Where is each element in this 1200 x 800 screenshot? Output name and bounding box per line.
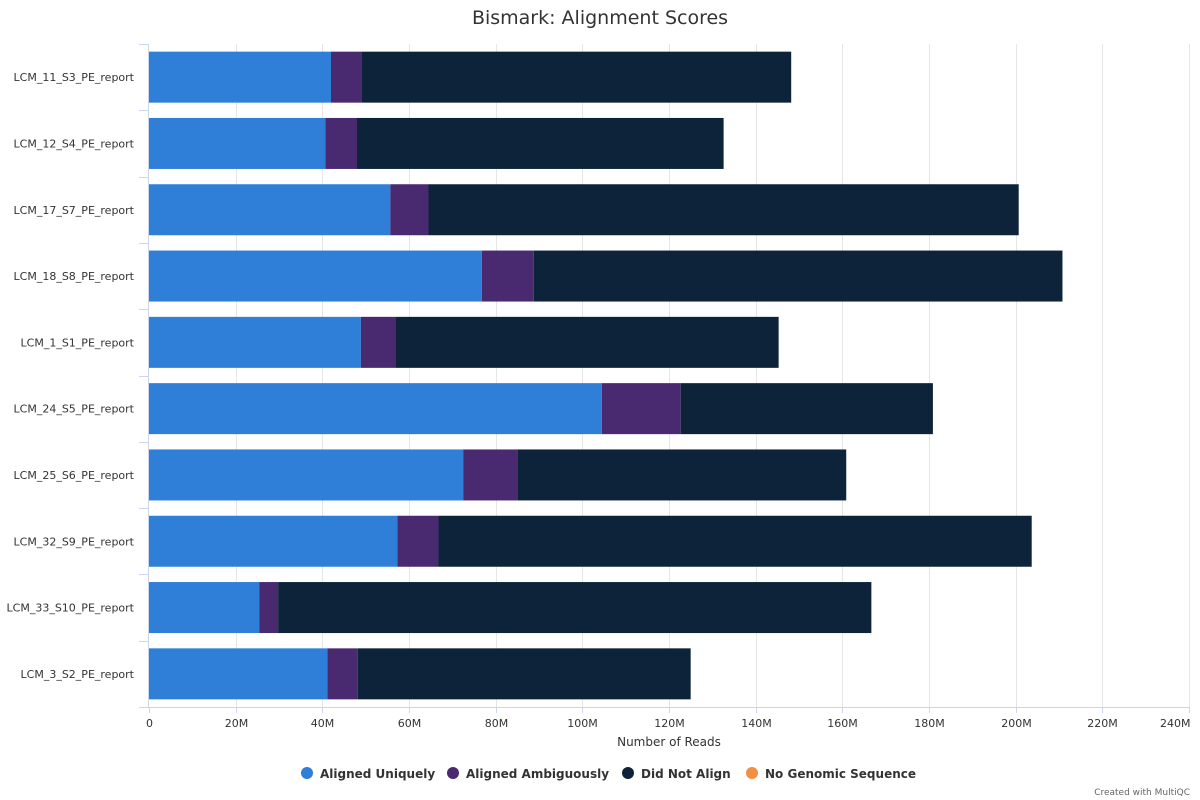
x-tick-label: 0 bbox=[146, 717, 153, 730]
category-label: LCM_3_S2_PE_report bbox=[21, 668, 135, 681]
bar-segment bbox=[680, 383, 933, 435]
category-label: LCM_25_S6_PE_report bbox=[14, 469, 135, 482]
bar-segment bbox=[149, 383, 602, 435]
bar-segment bbox=[278, 582, 872, 634]
category-labels: LCM_11_S3_PE_report LCM_12_S4_PE_report LC… bbox=[7, 44, 149, 708]
x-tick-label: 220M bbox=[1087, 717, 1118, 730]
x-axis: 0 20M 40M 60M 80M 100M 120M 140M 160M 180M 200M 220… bbox=[139, 707, 1191, 730]
legend-item[interactable]: Aligned Uniquely bbox=[301, 767, 435, 781]
x-tick-label: 240M bbox=[1160, 717, 1191, 730]
bar-segment bbox=[149, 250, 482, 302]
bar-segment bbox=[325, 117, 357, 169]
bar-segment bbox=[149, 184, 391, 236]
bar-segment bbox=[428, 184, 1019, 236]
bar-segment bbox=[438, 515, 1032, 567]
bar-segment bbox=[533, 250, 1063, 302]
credits: Created with MultiQC bbox=[1094, 788, 1190, 798]
x-tick-label: 40M bbox=[311, 717, 335, 730]
category-label: LCM_18_S8_PE_report bbox=[14, 270, 135, 283]
bar-segment bbox=[517, 449, 847, 501]
bar-segment bbox=[149, 515, 398, 567]
legend: Aligned Uniquely Aligned Ambiguously Did N… bbox=[301, 767, 916, 781]
legend-label: No Genomic Sequence bbox=[765, 767, 916, 781]
bar-segment bbox=[481, 250, 534, 302]
legend-marker bbox=[746, 767, 758, 779]
bar-segment bbox=[397, 515, 439, 567]
bar-segment bbox=[149, 117, 326, 169]
x-tick-label: 120M bbox=[654, 717, 685, 730]
chart-title: Bismark: Alignment Scores bbox=[472, 7, 728, 29]
legend-item[interactable]: Did Not Align bbox=[622, 767, 731, 781]
category-label: LCM_1_S1_PE_report bbox=[21, 336, 135, 349]
bar-segment bbox=[601, 383, 681, 435]
x-tick-label: 160M bbox=[827, 717, 858, 730]
x-tick-label: 180M bbox=[914, 717, 945, 730]
bar-series bbox=[149, 51, 1063, 700]
category-label: LCM_24_S5_PE_report bbox=[14, 403, 135, 416]
legend-label: Did Not Align bbox=[641, 767, 731, 781]
x-axis-title: Number of Reads bbox=[617, 735, 721, 749]
category-label: LCM_33_S10_PE_report bbox=[7, 602, 135, 615]
legend-label: Aligned Ambiguously bbox=[466, 767, 609, 781]
bar-segment bbox=[327, 648, 358, 700]
legend-item[interactable]: No Genomic Sequence bbox=[746, 767, 916, 781]
legend-item[interactable]: Aligned Ambiguously bbox=[447, 767, 609, 781]
category-label: LCM_11_S3_PE_report bbox=[14, 71, 135, 84]
x-tick-label: 60M bbox=[398, 717, 422, 730]
bar-segment bbox=[149, 449, 464, 501]
bar-segment bbox=[259, 582, 279, 634]
bar-segment bbox=[149, 316, 361, 368]
bar-segment bbox=[360, 316, 396, 368]
bar-segment bbox=[149, 582, 260, 634]
category-label: LCM_12_S4_PE_report bbox=[14, 137, 135, 150]
bar-segment bbox=[396, 316, 779, 368]
legend-marker bbox=[622, 767, 634, 779]
legend-marker bbox=[301, 767, 313, 779]
bar-segment bbox=[149, 648, 328, 700]
legend-marker bbox=[447, 767, 459, 779]
x-tick-label: 100M bbox=[567, 717, 598, 730]
bar-segment bbox=[149, 51, 331, 103]
bar-segment bbox=[357, 117, 724, 169]
legend-label: Aligned Uniquely bbox=[320, 767, 435, 781]
x-tick-label: 20M bbox=[225, 717, 249, 730]
x-tick-label: 80M bbox=[485, 717, 509, 730]
bar-segment bbox=[357, 648, 691, 700]
bar-segment bbox=[463, 449, 518, 501]
bar-segment bbox=[390, 184, 429, 236]
category-label: LCM_32_S9_PE_report bbox=[14, 535, 135, 548]
bar-segment bbox=[361, 51, 792, 103]
category-label: LCM_17_S7_PE_report bbox=[14, 204, 135, 217]
x-tick-label: 140M bbox=[741, 717, 772, 730]
x-tick-label: 200M bbox=[1001, 717, 1032, 730]
bar-segment bbox=[331, 51, 362, 103]
